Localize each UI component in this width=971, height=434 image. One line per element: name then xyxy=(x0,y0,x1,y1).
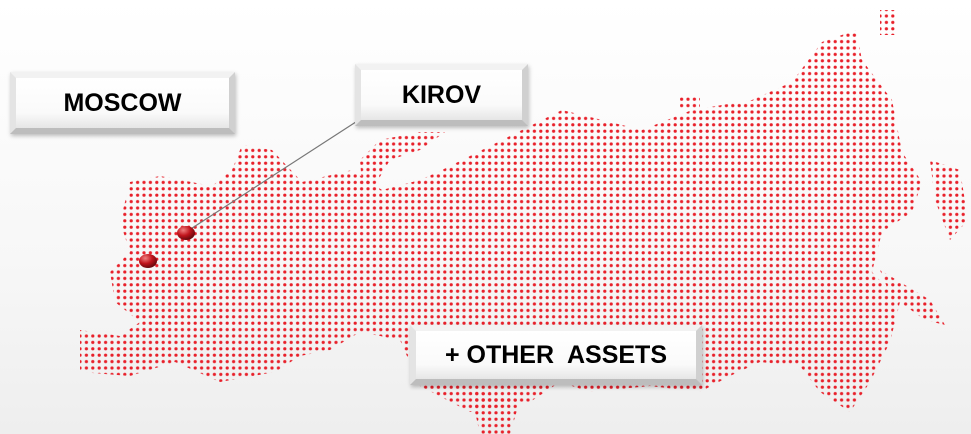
kirov-label: KIROV xyxy=(355,64,528,126)
connector-line xyxy=(185,117,363,233)
moscow-label: MOSCOW xyxy=(10,72,235,134)
moscow-marker xyxy=(139,254,157,268)
other-assets-label: + OTHER ASSETS xyxy=(410,325,702,385)
russia-dots xyxy=(80,10,968,434)
kirov-marker xyxy=(177,226,195,240)
